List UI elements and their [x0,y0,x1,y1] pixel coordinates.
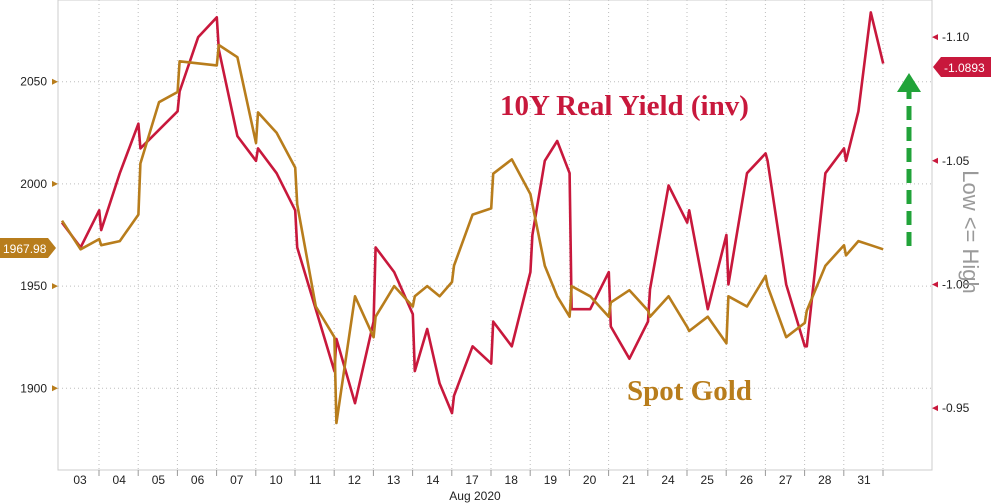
x-tick-label: 21 [622,473,636,487]
x-tick-label: 17 [465,473,479,487]
x-tick-label: 06 [191,473,205,487]
left-tick-label: 1950 [20,279,47,293]
right-tick-mark [932,34,938,41]
right-tick-label: -0.95 [942,401,970,415]
grid [58,0,932,470]
left-axis-ticks: 1900 1950 2000 2050 [20,75,58,395]
yield-last-value: -1.0893 [944,61,985,75]
x-tick-label: 25 [701,473,715,487]
x-tick-label: 18 [505,473,519,487]
x-tick-label: 24 [661,473,675,487]
x-axis-label: Aug 2020 [449,489,501,503]
right-tick-label: -1.05 [942,154,970,168]
right-tick-mark [932,281,938,288]
up-arrow-icon [897,73,921,246]
x-tick-label: 14 [426,473,440,487]
plot-frame [57,0,933,471]
annotation-spot-gold: Spot Gold [627,375,752,407]
x-tick-label: 10 [269,473,283,487]
right-tick-label: -1.10 [942,30,970,44]
left-tick-mark [52,283,58,290]
left-tick-label: 2000 [20,177,47,191]
x-tick-label: 12 [348,473,362,487]
spot-gold-line [60,43,884,425]
inverted-scale-label: Low <= High [958,170,983,294]
x-tick-label: 13 [387,473,401,487]
x-tick-label: 28 [818,473,832,487]
x-tick-label: 11 [309,473,322,487]
right-tick-mark [932,405,938,412]
series-group [60,11,885,425]
x-tick-label: 07 [230,473,244,487]
x-tick-label: 20 [583,473,597,487]
x-tick-label: 19 [544,473,558,487]
yield-last-value-badge: -1.0893 [933,57,991,77]
gold-last-value: 1967.98 [3,242,47,256]
real-yield-line [60,11,885,415]
x-tick-label: 27 [779,473,793,487]
left-tick-mark [52,78,58,85]
gold-last-value-badge: 1967.98 [0,238,56,258]
left-tick-label: 2050 [20,75,47,89]
right-tick-label: -1.00 [942,277,970,291]
x-tick-label: 05 [152,473,166,487]
x-tick-label: 31 [857,473,871,487]
left-tick-mark [52,385,58,392]
x-tick-label: 03 [73,473,87,487]
right-tick-mark [932,157,938,164]
right-axis-ticks: -0.95 -1.00 -1.05 -1.10 [932,30,970,415]
left-tick-mark [52,180,58,187]
x-axis-ticks: 03 04 05 06 07 10 11 12 13 14 17 18 19 20 21 24 25 26 27 28… [73,470,884,487]
annotation-real-yield: 10Y Real Yield (inv) [500,90,749,122]
x-tick-label: 04 [113,473,127,487]
left-tick-label: 1900 [20,381,47,395]
x-tick-label: 26 [740,473,754,487]
